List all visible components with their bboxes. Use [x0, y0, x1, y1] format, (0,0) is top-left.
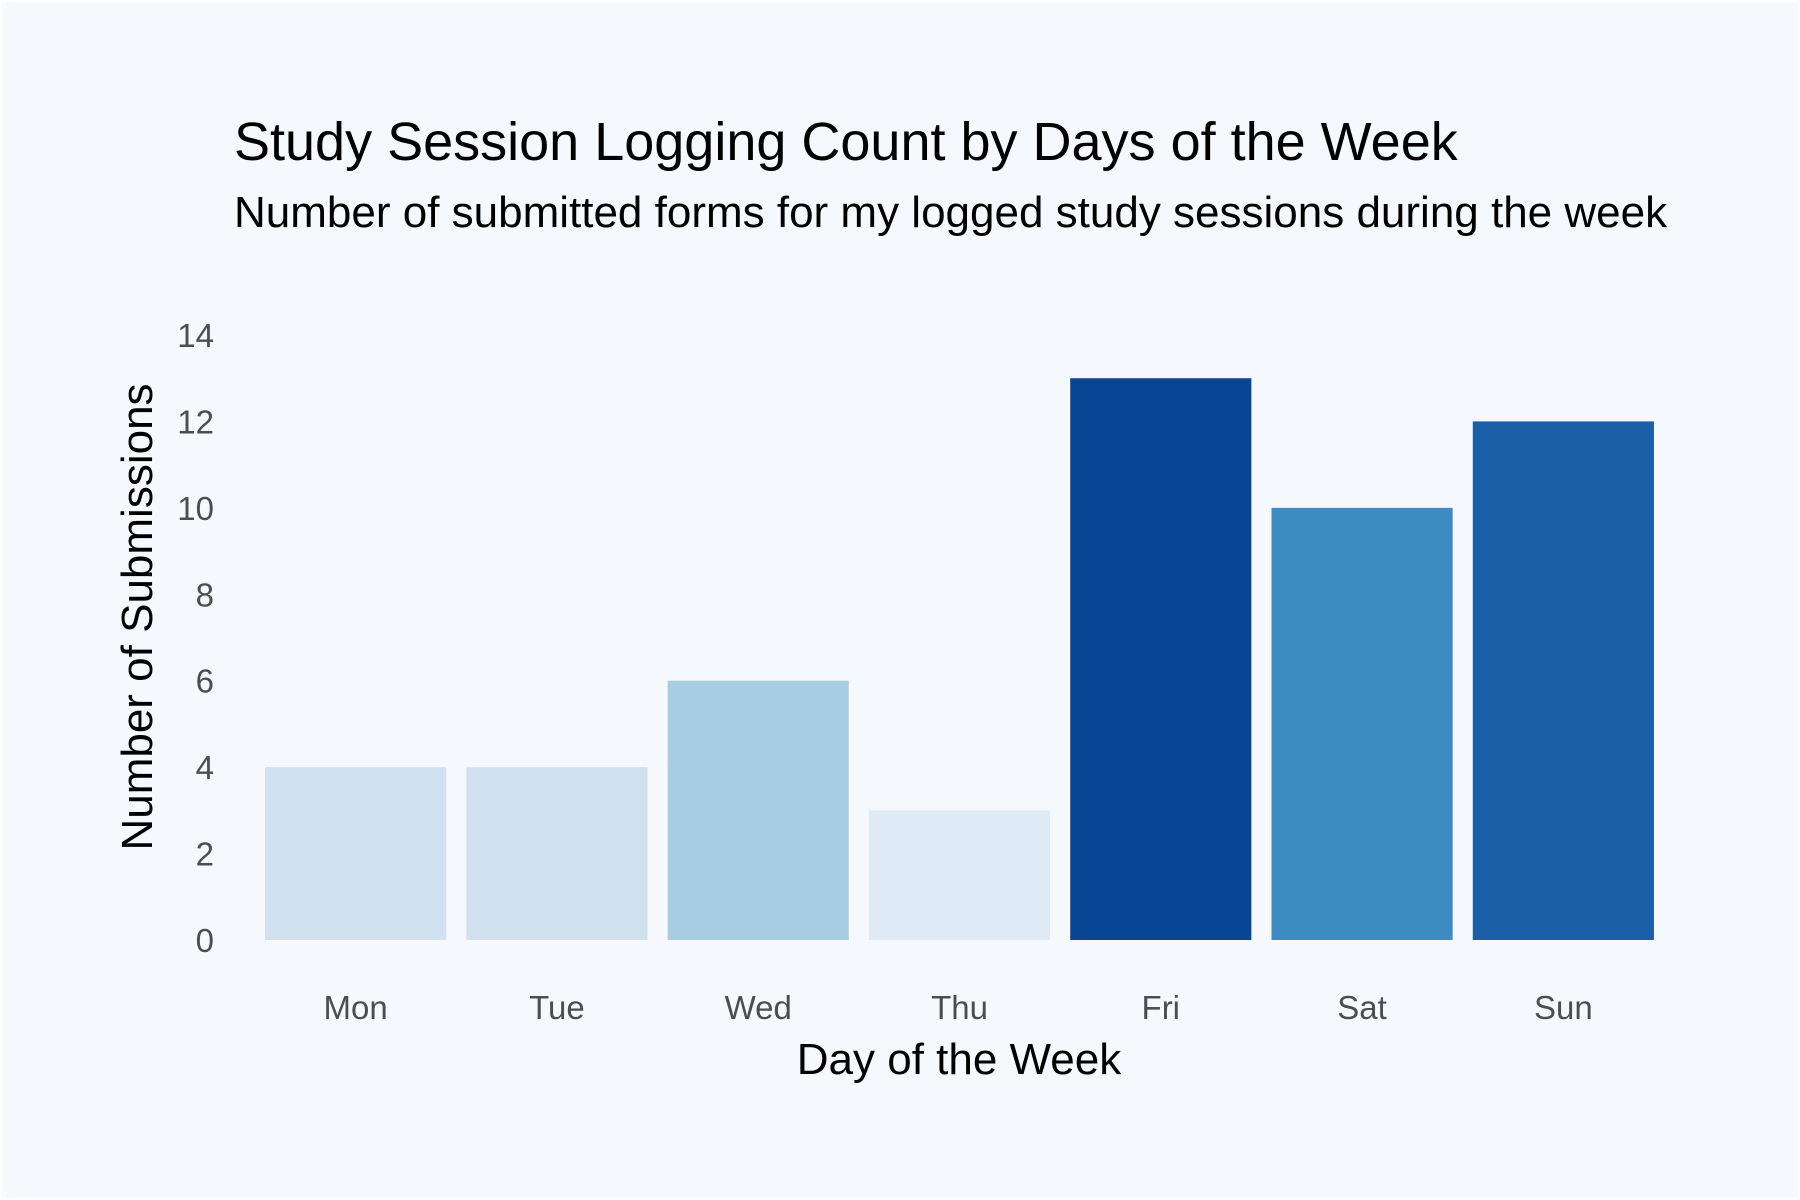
x-tick-label-thu: Thu: [931, 989, 988, 1026]
bar-wed: [667, 680, 849, 940]
x-axis-title: Day of the Week: [797, 1035, 1122, 1084]
bar-tue: [466, 767, 648, 940]
chart-subtitle: Number of submitted forms for my logged …: [234, 188, 1668, 237]
y-tick-label: 8: [196, 576, 214, 613]
bar-sun: [1472, 421, 1654, 940]
x-axis-ticks: Mon Tue Wed Thu Fri Sat Sun: [324, 989, 1593, 1026]
y-tick-label: 14: [177, 317, 214, 354]
y-tick-label: 10: [177, 490, 214, 527]
y-tick-label: 0: [196, 922, 214, 959]
x-tick-label-tue: Tue: [529, 989, 585, 1026]
y-tick-label: 2: [196, 836, 214, 873]
y-tick-label: 6: [196, 663, 214, 700]
x-tick-label-sun: Sun: [1534, 989, 1593, 1026]
x-tick-label-sat: Sat: [1337, 989, 1387, 1026]
bars-group: [265, 378, 1654, 940]
bar-sat: [1271, 507, 1453, 940]
x-tick-label-wed: Wed: [725, 989, 792, 1026]
y-tick-label: 12: [177, 403, 214, 440]
chart-title: Study Session Logging Count by Days of t…: [234, 112, 1459, 172]
x-tick-label-mon: Mon: [324, 989, 388, 1026]
bar-thu: [868, 810, 1051, 940]
y-axis-ticks: 0 2 4 6 8 10 12 14: [177, 317, 214, 959]
y-axis-title: Number of Submissions: [113, 383, 162, 850]
bar-mon: [265, 767, 447, 940]
x-tick-label-fri: Fri: [1142, 989, 1180, 1026]
bar-fri: [1070, 378, 1252, 940]
y-tick-label: 4: [196, 749, 214, 786]
